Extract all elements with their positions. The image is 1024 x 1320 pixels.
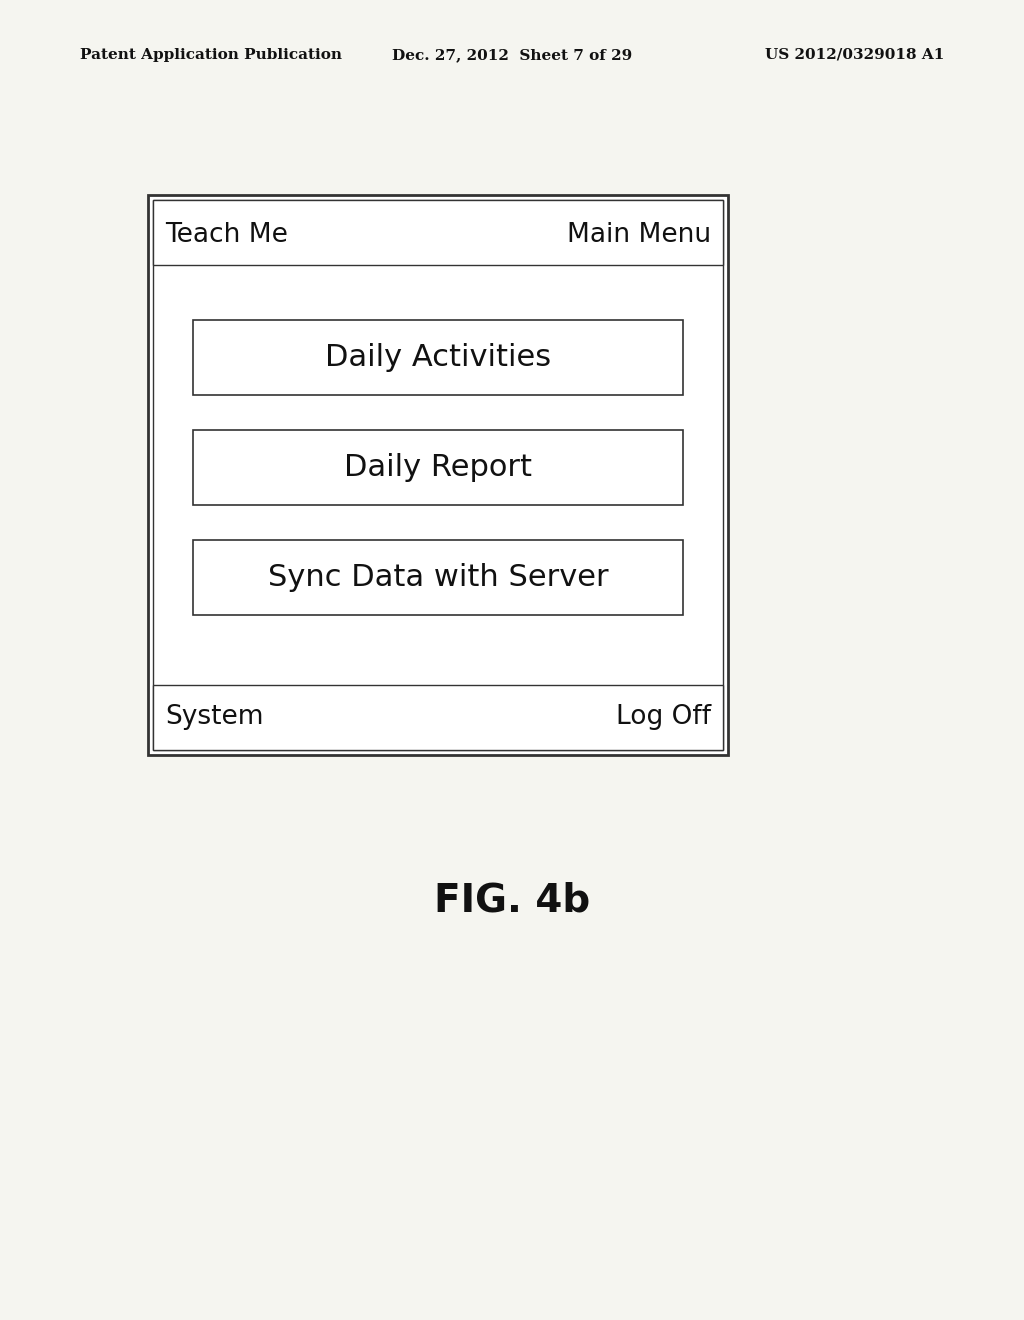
- Text: Log Off: Log Off: [615, 705, 711, 730]
- Text: FIG. 4b: FIG. 4b: [434, 880, 590, 919]
- Text: System: System: [165, 705, 263, 730]
- Text: US 2012/0329018 A1: US 2012/0329018 A1: [765, 48, 944, 62]
- Text: Daily Activities: Daily Activities: [325, 343, 551, 372]
- Text: Patent Application Publication: Patent Application Publication: [80, 48, 342, 62]
- Bar: [193, 319, 683, 395]
- Text: Teach Me: Teach Me: [165, 222, 288, 248]
- Bar: [153, 201, 723, 750]
- Bar: [148, 195, 728, 755]
- Text: Daily Report: Daily Report: [344, 453, 532, 482]
- Text: Sync Data with Server: Sync Data with Server: [267, 564, 608, 591]
- Bar: [193, 430, 683, 506]
- Bar: [153, 685, 723, 750]
- Text: Main Menu: Main Menu: [567, 222, 711, 248]
- Text: Dec. 27, 2012  Sheet 7 of 29: Dec. 27, 2012 Sheet 7 of 29: [392, 48, 632, 62]
- Bar: [193, 540, 683, 615]
- Bar: [153, 201, 723, 265]
